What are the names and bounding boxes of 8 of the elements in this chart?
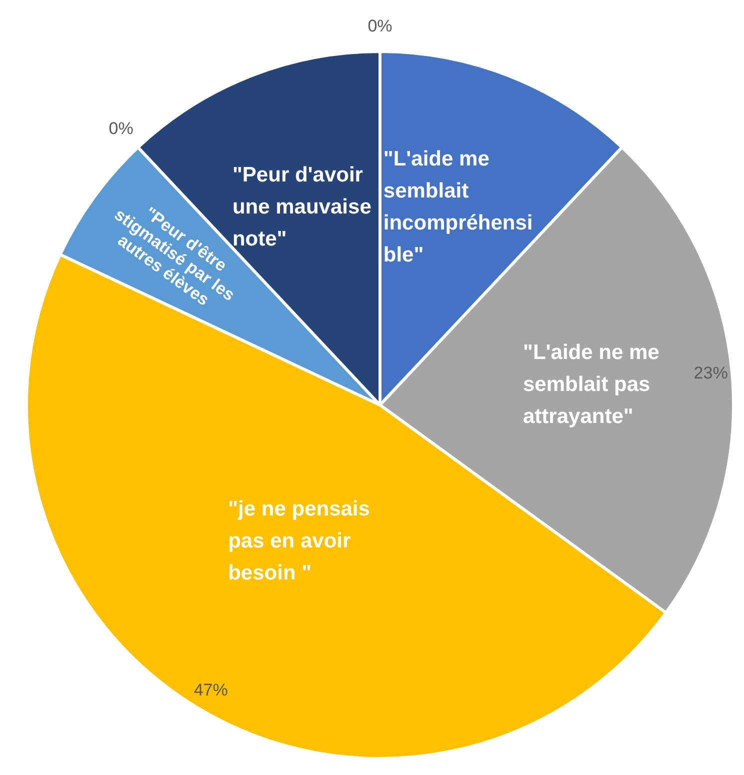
data-label: 23% bbox=[694, 363, 728, 382]
slice-label: "je ne pensais pas en avoir besoin " bbox=[228, 498, 370, 585]
data-label: 47% bbox=[194, 680, 228, 700]
slice-label: "L'aide me semblait incompréhensible" bbox=[383, 148, 533, 267]
text: 0% bbox=[368, 16, 392, 36]
slice-label: "Peur d'avoir une mauvaise note" bbox=[232, 164, 372, 251]
text: 0% bbox=[108, 118, 134, 138]
slice-label: "L'aide ne me semblait pas attrayante" bbox=[522, 340, 660, 428]
